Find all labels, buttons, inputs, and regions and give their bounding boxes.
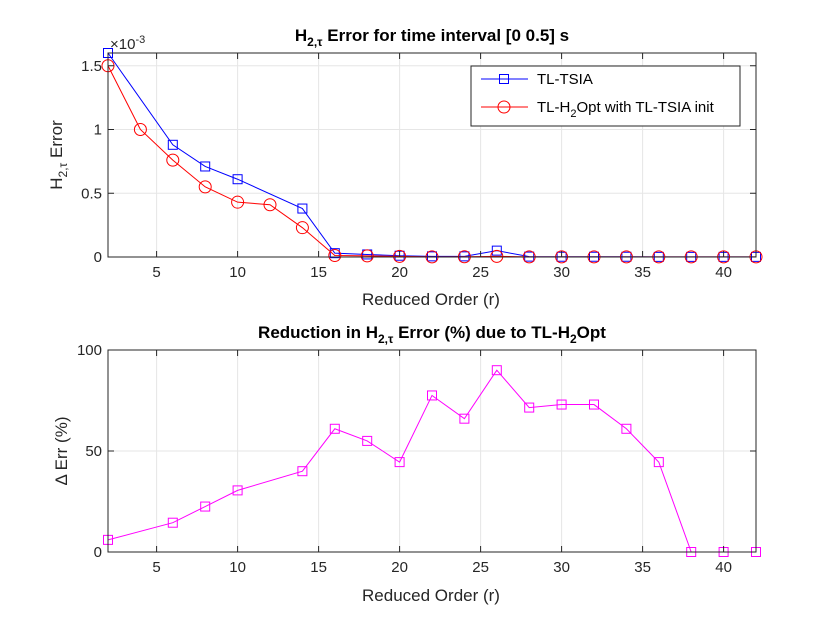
top-series-0-point: [200, 161, 211, 172]
top-chart-title: H2,τ Error for time interval [0 0.5] s: [295, 26, 569, 49]
legend-label-tl-h2opt: TL-H2Opt with TL-TSIA init: [537, 99, 715, 120]
bottom-series-0-point: [297, 466, 308, 477]
bottom-x-tick-label: 30: [553, 559, 570, 576]
top-x-tick-label: 20: [391, 264, 408, 281]
legend-marker-tl-h2opt: [497, 100, 511, 114]
top-series-1-point: [263, 198, 277, 212]
bottom-series-0-point: [491, 365, 502, 376]
bottom-y-tick-label: 0: [94, 544, 102, 561]
bottom-series-0-point: [200, 501, 211, 512]
top-series-1-point: [393, 249, 407, 263]
bottom-series-0-point: [653, 457, 664, 468]
bottom-chart: 5 10 15 20 25 30 35 40 0 50 100 Reduction in H2,τ …: [52, 323, 761, 605]
bottom-x-tick-label: 15: [310, 559, 327, 576]
top-axes-box: [107, 52, 757, 258]
top-series-0-point: [329, 248, 340, 259]
bottom-series-line-0: [107, 369, 756, 553]
bottom-series-0-point: [524, 402, 535, 413]
top-x-tick-label: 35: [634, 264, 651, 281]
legend-box: [470, 65, 741, 127]
bottom-series-0-point: [329, 423, 340, 434]
bottom-x-axis-label: Reduced Order (r): [362, 586, 500, 605]
top-series-1-point: [328, 248, 342, 262]
bottom-x-tick-label: 35: [634, 559, 651, 576]
bottom-y-tick-label: 50: [85, 443, 102, 460]
bottom-x-tick-label: 20: [391, 559, 408, 576]
bottom-series-0-point: [589, 399, 599, 410]
top-exponent-label: ×10-3: [110, 34, 145, 53]
top-series-0-point: [491, 245, 502, 256]
bottom-series-0-point: [167, 517, 178, 528]
top-x-tick-label: 40: [715, 264, 732, 281]
bottom-series-0-point: [232, 485, 243, 496]
top-series-0-point: [232, 174, 243, 185]
legend: TL-TSIA TL-H2Opt with TL-TSIA init: [470, 65, 741, 127]
bottom-series-0-point: [362, 435, 373, 446]
top-x-tick-label: 30: [553, 264, 570, 281]
bottom-series-0-point: [427, 390, 437, 401]
top-series-1-point: [231, 195, 245, 209]
top-x-tick-label: 15: [310, 264, 327, 281]
bottom-x-tick-label: 5: [152, 559, 160, 576]
bottom-x-tick-label: 40: [715, 559, 732, 576]
top-series-1-point: [166, 153, 180, 167]
legend-label-tl-tsia: TL-TSIA: [537, 71, 593, 88]
bottom-series-0-point: [459, 413, 470, 424]
top-y-tick-label: 0.5: [81, 185, 102, 202]
legend-marker-tl-tsia: [499, 74, 509, 84]
top-y-tick-label: 1.5: [81, 58, 102, 75]
top-series-1-point: [360, 249, 374, 263]
top-chart: 5 10 15 20 25 30 35 40 0 0.5 1 1.5 ×10-3 H2,τ Error…: [47, 26, 763, 309]
top-series-1-point: [198, 180, 212, 194]
top-x-tick-label: 25: [472, 264, 489, 281]
top-series-0-point: [297, 203, 308, 214]
top-series-0-point: [167, 139, 178, 150]
bottom-x-tick-label: 25: [472, 559, 489, 576]
bottom-chart-title: Reduction in H2,τ Error (%) due to TL-H2…: [258, 323, 606, 346]
top-series-1-point: [295, 221, 309, 235]
bottom-series-0-point: [556, 399, 567, 410]
bottom-series-0-point: [394, 457, 405, 468]
top-ticks: 5 10 15 20 25 30 35 40 0 0.5 1 1.5: [81, 53, 756, 281]
bottom-y-tick-label: 100: [77, 342, 102, 359]
top-x-tick-label: 5: [152, 264, 160, 281]
bottom-ticks: 5 10 15 20 25 30 35 40 0 50 100: [77, 342, 756, 576]
bottom-series-0-point: [621, 423, 632, 434]
top-y-tick-label: 1: [94, 122, 102, 139]
bottom-x-tick-label: 10: [229, 559, 246, 576]
bottom-y-axis-label: Δ Err (%): [52, 417, 71, 486]
bottom-grid: [108, 350, 756, 552]
top-series-1-point: [490, 249, 504, 263]
top-y-tick-label: 0: [94, 249, 102, 266]
top-x-axis-label: Reduced Order (r): [362, 290, 500, 309]
top-x-tick-label: 10: [229, 264, 246, 281]
top-series-1-point: [133, 123, 147, 136]
top-y-axis-label: H2,τ Error: [47, 120, 70, 190]
